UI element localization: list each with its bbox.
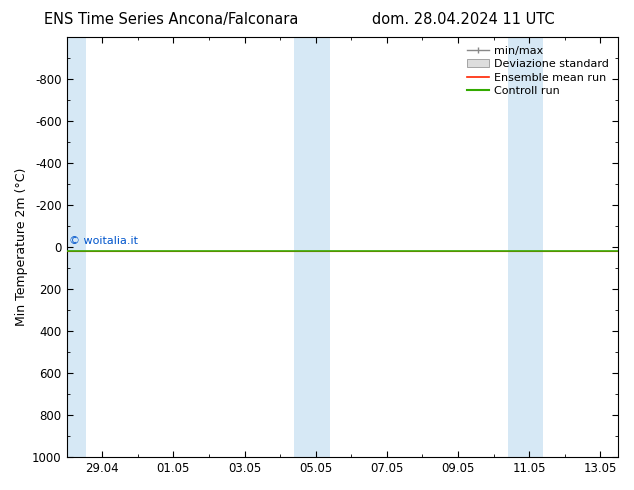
Text: © woitalia.it: © woitalia.it [69, 236, 138, 246]
Text: dom. 28.04.2024 11 UTC: dom. 28.04.2024 11 UTC [372, 12, 554, 27]
Y-axis label: Min Temperature 2m (°C): Min Temperature 2m (°C) [15, 168, 28, 326]
Bar [294, 37, 312, 457]
Legend: min/max, Deviazione standard, Ensemble mean run, Controll run: min/max, Deviazione standard, Ensemble m… [463, 43, 612, 99]
Text: ENS Time Series Ancona/Falconara: ENS Time Series Ancona/Falconara [44, 12, 299, 27]
Bar [312, 37, 330, 457]
Bar [67, 37, 86, 457]
Bar [508, 37, 526, 457]
Bar [526, 37, 543, 457]
